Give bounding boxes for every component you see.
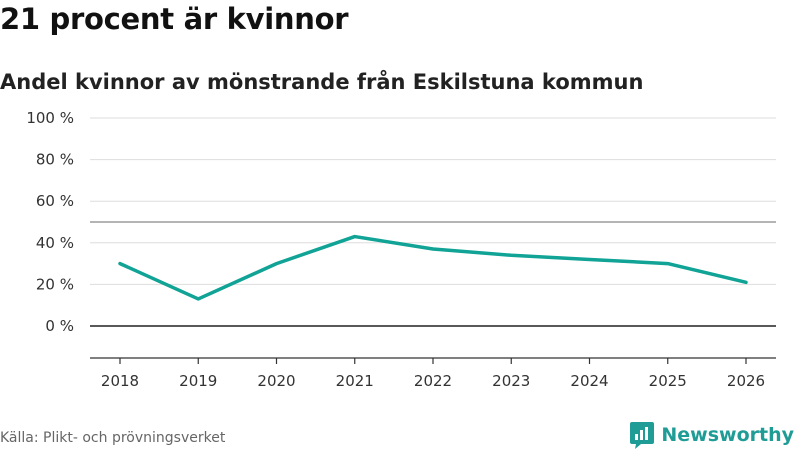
x-tick-label: 2026 [727,372,765,390]
data-point [275,262,278,265]
data-point [745,281,748,284]
x-tick-label: 2019 [179,372,217,390]
y-tick-label: 20 % [36,275,74,293]
x-tick-label: 2021 [336,372,374,390]
data-point [510,254,513,257]
data-point [353,235,356,238]
brand-logo: Newsworthy [629,420,794,450]
y-tick-label: 40 % [36,234,74,252]
data-point [432,248,435,251]
chart-title: 21 procent är kvinnor [0,2,349,36]
x-tick-label: 2023 [492,372,530,390]
chart-subtitle: Andel kvinnor av mönstrande från Eskilst… [0,70,644,94]
newsworthy-logo-icon [630,422,655,449]
y-tick-label: 80 % [36,151,74,169]
data-point [588,258,591,261]
data-point [666,262,669,265]
data-point [119,262,122,265]
series-line [118,234,748,301]
data-point [197,297,200,300]
x-tick-label: 2018 [101,372,139,390]
source-note: Källa: Plikt- och prövningsverket [0,430,226,446]
y-tick-label: 60 % [36,192,74,210]
x-tick-label: 2025 [649,372,687,390]
y-tick-label: 0 % [45,317,74,335]
brand-name: Newsworthy [661,424,794,446]
x-tick-label: 2022 [414,372,452,390]
line-chart: 0 % 20 % 40 % 60 % 80 % 100 % 2018 2019 2020 2021… [26,109,776,390]
y-tick-label: 100 % [26,109,74,127]
x-tick-label: 2020 [257,372,295,390]
x-tick-label: 2024 [570,372,608,390]
